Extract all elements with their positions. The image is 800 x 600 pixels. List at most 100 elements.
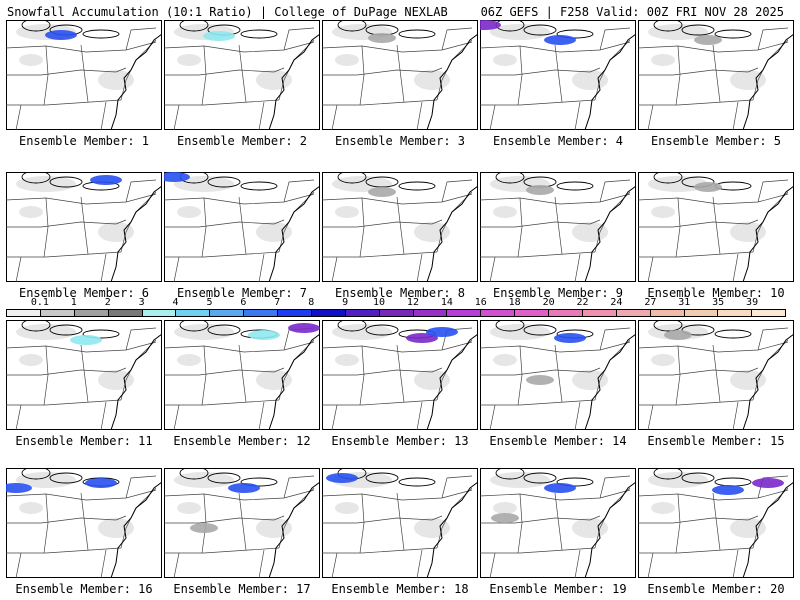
state-border [322, 41, 473, 53]
ensemble-member-map [480, 320, 636, 430]
colorbar-tick-label: 2 [104, 297, 111, 308]
light-snow-area [19, 54, 43, 66]
colorbar-swatch [210, 310, 245, 316]
great-lake-outline [495, 172, 525, 184]
state-border [201, 197, 207, 258]
light-snow-area [651, 354, 675, 366]
state-border [164, 515, 285, 524]
colorbar-swatch [549, 310, 583, 316]
light-snow-area [335, 354, 359, 366]
state-border [164, 41, 315, 53]
great-lake-outline [179, 20, 209, 32]
state-border [359, 197, 365, 258]
ensemble-member-label: Ensemble Member: 19 [489, 582, 627, 596]
coastline [742, 33, 794, 130]
ensemble-member-label: Ensemble Member: 7 [176, 286, 308, 300]
map-canvas [164, 468, 320, 578]
great-lake-outline [523, 324, 557, 336]
state-border [43, 493, 49, 554]
great-lake-outline [207, 176, 241, 188]
state-border [6, 489, 157, 501]
state-border [15, 552, 22, 578]
snowfall-area-gray [526, 185, 554, 195]
state-border [173, 552, 180, 578]
light-snow-area [648, 24, 708, 40]
light-snow-area [16, 176, 76, 192]
ensemble-member-map [164, 20, 320, 130]
state-border [647, 104, 654, 130]
snowfall-area-blue [6, 483, 32, 493]
map-canvas [480, 320, 636, 430]
state-border [480, 193, 631, 205]
state-border [638, 219, 759, 228]
coastline [426, 33, 478, 130]
colorbar-tick-label: 8 [308, 297, 315, 308]
state-border [322, 251, 438, 258]
light-snow-area [19, 206, 43, 218]
ensemble-member-label: Ensemble Member: 5 [650, 134, 782, 148]
state-border [322, 515, 443, 524]
coastline [110, 33, 162, 130]
state-border [732, 253, 739, 282]
great-lake-outline [398, 477, 436, 487]
great-lake-outline [653, 172, 683, 184]
snowfall-area-purple [752, 478, 784, 488]
snowfall-area-purple [406, 333, 438, 343]
state-border [675, 345, 681, 406]
snowfall-area-cyan [203, 31, 235, 41]
state-border [757, 179, 789, 203]
colorbar-tick-label: 5 [206, 297, 213, 308]
snowfall-area-cyan [70, 335, 102, 345]
light-snow-area [490, 24, 550, 40]
map-canvas [322, 468, 478, 578]
light-snow-area [651, 502, 675, 514]
state-border [43, 345, 49, 406]
state-border [359, 493, 365, 554]
colorbar-tick-label: 20 [542, 297, 555, 308]
state-border [712, 44, 721, 103]
coastline [426, 481, 478, 578]
state-border [125, 179, 157, 203]
map-canvas [322, 172, 478, 282]
state-border [164, 193, 315, 205]
state-border [480, 547, 596, 554]
state-border [647, 404, 654, 430]
state-border [164, 547, 280, 554]
great-lake-outline [21, 320, 51, 332]
great-lake-outline [21, 172, 51, 184]
state-border [638, 341, 789, 353]
light-snow-area [493, 354, 517, 366]
colorbar-swatch [481, 310, 516, 316]
ensemble-member-label: Ensemble Member: 2 [176, 134, 308, 148]
great-lake-outline [49, 176, 83, 188]
ensemble-member-map [322, 20, 478, 130]
state-border [125, 475, 157, 499]
light-snow-area [177, 502, 201, 514]
state-border [15, 104, 22, 130]
state-border [480, 219, 601, 228]
snowfall-area-gray [491, 513, 519, 523]
great-lake-outline [179, 320, 209, 332]
great-lake-outline [365, 472, 399, 484]
state-border [638, 41, 789, 53]
light-snow-area [332, 324, 392, 340]
state-border [480, 341, 631, 353]
state-border [517, 345, 523, 406]
great-lake-outline [240, 181, 278, 191]
state-border [258, 549, 265, 578]
light-snow-area [648, 176, 708, 192]
state-border [574, 101, 581, 130]
state-border [283, 27, 315, 51]
light-snow-area [493, 502, 517, 514]
state-border [80, 344, 89, 403]
state-border [638, 515, 759, 524]
great-lake-outline [523, 24, 557, 36]
state-border [258, 101, 265, 130]
state-border [238, 44, 247, 103]
colorbar-swatch [447, 310, 482, 316]
ensemble-member-map [322, 172, 478, 282]
colorbar-tick-label: 22 [576, 297, 589, 308]
map-canvas [6, 20, 162, 130]
state-border [638, 99, 754, 106]
state-border [517, 493, 523, 554]
